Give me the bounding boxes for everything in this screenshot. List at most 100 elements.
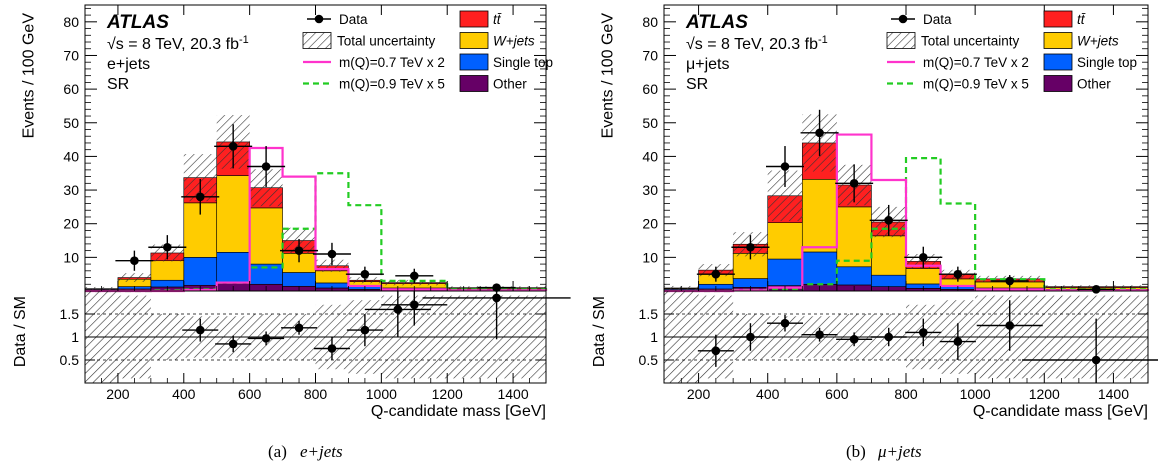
legend-data-marker bbox=[314, 14, 324, 24]
data-point bbox=[746, 242, 755, 252]
data-point bbox=[409, 271, 419, 281]
legend-data-label: Data bbox=[923, 12, 952, 27]
stack-bar-wjets bbox=[801, 178, 838, 253]
legend-ttbar-swatch bbox=[1043, 10, 1073, 28]
stack-bar-wjets bbox=[905, 268, 941, 285]
y-tick-label: 80 bbox=[63, 14, 79, 30]
caption-a-text: e+jets bbox=[300, 442, 343, 461]
ratio-point bbox=[711, 346, 721, 356]
data-point bbox=[884, 216, 894, 225]
stack-bar-wjets bbox=[183, 202, 218, 258]
legend-wjets-swatch bbox=[459, 32, 489, 49]
ratio-point bbox=[195, 325, 205, 335]
legend-other-label: Other bbox=[493, 77, 527, 92]
legend-ttbar-label: tt̄ bbox=[493, 12, 502, 27]
stack-bar-singletop bbox=[216, 252, 250, 284]
stack-bar-singletop bbox=[767, 258, 803, 286]
stack-bar-wjets bbox=[249, 207, 283, 265]
stack-bar-wjets bbox=[150, 260, 185, 281]
data-point bbox=[711, 269, 721, 279]
legend-ttbar-swatch bbox=[459, 10, 489, 28]
ratio-y-tick-label: 0.5 bbox=[639, 352, 659, 368]
y-axis-label: Events / 100 GeV bbox=[20, 13, 37, 139]
channel-label: e+jets bbox=[107, 56, 150, 73]
legend-unc-swatch bbox=[302, 32, 332, 49]
panel-b: 10 20 30 40 50 60 70 80 0.5 1 1.5 200 400 600 800 1000 1… bbox=[591, 4, 1158, 420]
legend-wjets-swatch bbox=[1043, 32, 1073, 49]
data-point bbox=[953, 269, 963, 279]
x-tick-label: 1400 bbox=[497, 386, 528, 402]
x-tick-label: 400 bbox=[172, 386, 196, 402]
y-tick-label: 10 bbox=[63, 249, 79, 265]
x-tick-label: 1200 bbox=[1029, 386, 1060, 402]
legend-sig09-label: m(Q)=0.9 TeV x 5 bbox=[339, 77, 445, 92]
data-point bbox=[228, 142, 238, 151]
ratio-point bbox=[918, 328, 928, 337]
y-tick-label: 60 bbox=[63, 81, 79, 97]
legend-unc-swatch bbox=[886, 32, 916, 49]
y-axis-label: Events / 100 GeV bbox=[599, 13, 616, 139]
ratio-point bbox=[393, 305, 403, 314]
stack-bar-wjets bbox=[732, 253, 769, 279]
x-tick-label: 1000 bbox=[960, 386, 991, 402]
legend-unc-label: Total uncertainty bbox=[921, 34, 1020, 49]
data-point bbox=[360, 269, 370, 279]
ratio-y-tick-label: 0.5 bbox=[60, 352, 80, 368]
legend-sig09-label: m(Q)=0.9 TeV x 5 bbox=[923, 77, 1029, 92]
stack-bar-wjets bbox=[871, 235, 907, 276]
x-tick-label: 1000 bbox=[366, 386, 397, 402]
stack-bar-wjets bbox=[315, 270, 349, 284]
data-point bbox=[130, 256, 139, 266]
stack-bar-singletop bbox=[183, 257, 218, 286]
legend-data-label: Data bbox=[339, 12, 368, 27]
data-point bbox=[261, 162, 271, 171]
caption-b-label: (b) bbox=[846, 442, 866, 461]
x-axis-label: Q-candidate mass [GeV] bbox=[973, 403, 1148, 420]
x-tick-label: 1400 bbox=[1098, 386, 1129, 402]
ratio-point bbox=[1091, 355, 1101, 365]
x-tick-label: 200 bbox=[106, 386, 130, 402]
y-tick-label: 20 bbox=[642, 216, 658, 232]
stack-bar-singletop bbox=[801, 251, 838, 285]
lumi-unit-superscript: -1 bbox=[818, 34, 828, 46]
y-tick-label: 80 bbox=[642, 14, 658, 30]
ratio-y-tick-label: 1 bbox=[71, 329, 79, 345]
x-tick-label: 400 bbox=[756, 386, 780, 402]
legend-other-label: Other bbox=[1077, 77, 1111, 92]
data-point bbox=[1005, 276, 1015, 286]
panel-a: 10 20 30 40 50 60 70 80 0.5 1 1.5 200 400 600 800 1000 1… bbox=[12, 4, 571, 420]
ratio-point bbox=[746, 332, 755, 342]
atlas-label: ATLAS bbox=[106, 12, 169, 33]
y-tick-label: 50 bbox=[63, 115, 79, 131]
ratio-point bbox=[1005, 321, 1015, 330]
ratio-point bbox=[953, 337, 963, 346]
ratio-y-axis-label: Data / SM bbox=[591, 296, 608, 367]
x-tick-label: 200 bbox=[687, 386, 711, 402]
y-tick-label: 30 bbox=[63, 182, 79, 198]
legend-singletop-swatch bbox=[459, 53, 489, 71]
data-point bbox=[195, 192, 205, 202]
legend-singletop-label: Single top bbox=[1077, 55, 1137, 70]
atlas-label: ATLAS bbox=[685, 12, 748, 33]
x-tick-label: 600 bbox=[825, 386, 849, 402]
ratio-point bbox=[492, 293, 501, 303]
x-axis-label: Q-candidate mass [GeV] bbox=[371, 403, 546, 420]
legend-wjets-label: W+jets bbox=[1077, 34, 1119, 49]
stack-bar-singletop bbox=[282, 272, 316, 287]
data-point bbox=[918, 253, 928, 262]
ratio-y-tick-label: 1.5 bbox=[639, 306, 659, 322]
y-tick-label: 20 bbox=[63, 216, 79, 232]
ratio-point bbox=[294, 323, 304, 333]
stack-bar-singletop bbox=[150, 279, 185, 288]
energy-label: √s = 8 TeV, 20.3 fb-1 bbox=[107, 34, 249, 53]
stack-bar-wjets bbox=[216, 175, 250, 253]
stack-bar-singletop bbox=[732, 278, 769, 288]
y-tick-label: 30 bbox=[642, 182, 658, 198]
y-tick-label: 60 bbox=[642, 81, 658, 97]
data-point bbox=[327, 249, 337, 259]
region-label: SR bbox=[686, 76, 708, 93]
legend-data-marker bbox=[898, 14, 908, 24]
ratio-y-tick-label: 1 bbox=[650, 329, 658, 345]
legend-singletop-label: Single top bbox=[493, 55, 553, 70]
